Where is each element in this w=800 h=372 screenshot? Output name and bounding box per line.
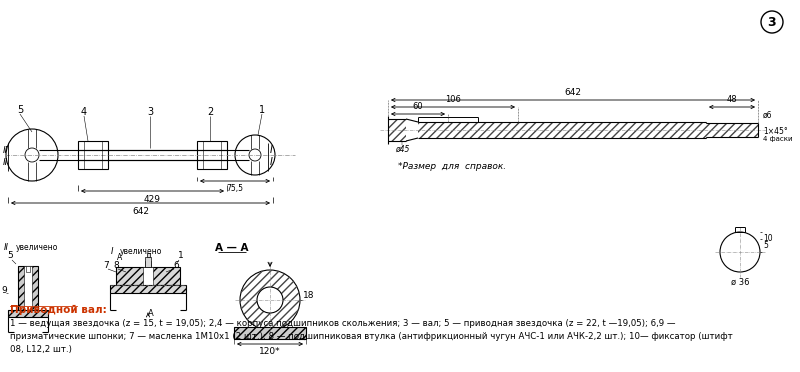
Text: 1 — ведущая звездочка (z = 15, t = 19,05); 2,4 — корпуса подшипников скольжения;: 1 — ведущая звездочка (z = 15, t = 19,05… bbox=[10, 319, 675, 328]
Text: 08, L12,2 шт.): 08, L12,2 шт.) bbox=[10, 345, 72, 354]
Bar bbox=[110, 285, 186, 293]
Text: 4 фаски: 4 фаски bbox=[763, 136, 793, 142]
Text: 2: 2 bbox=[207, 107, 213, 117]
Bar bbox=[143, 267, 153, 285]
Text: I: I bbox=[270, 145, 273, 155]
Text: 60: 60 bbox=[413, 102, 423, 111]
Text: ø45: ø45 bbox=[395, 145, 409, 154]
Bar bbox=[8, 310, 48, 317]
Text: *Размер  для  справок.: *Размер для справок. bbox=[398, 162, 506, 171]
Text: 429: 429 bbox=[144, 195, 161, 204]
Text: II: II bbox=[3, 146, 8, 155]
Text: 1×45°: 1×45° bbox=[763, 128, 788, 137]
Bar bbox=[418, 122, 706, 138]
Bar bbox=[706, 123, 758, 137]
Text: 48: 48 bbox=[726, 95, 738, 104]
Text: 9: 9 bbox=[1, 286, 7, 295]
Bar bbox=[18, 266, 38, 310]
Text: 3: 3 bbox=[147, 107, 153, 117]
Bar bbox=[145, 261, 151, 267]
Text: II: II bbox=[3, 158, 8, 167]
Text: 10: 10 bbox=[763, 234, 773, 243]
Text: 18: 18 bbox=[303, 291, 314, 300]
Text: 642: 642 bbox=[132, 207, 149, 216]
Text: увеличено: увеличено bbox=[16, 243, 58, 252]
Bar bbox=[24, 266, 32, 310]
Text: призматические шпонки; 7 — масленка 1М10х1 (2 шт.); 8 — подшипниковая втулка (ан: призматические шпонки; 7 — масленка 1М10… bbox=[10, 332, 733, 341]
Bar bbox=[234, 327, 306, 339]
Bar bbox=[388, 119, 406, 141]
Text: 5: 5 bbox=[17, 105, 23, 115]
Bar bbox=[197, 141, 227, 169]
Text: I: I bbox=[110, 247, 114, 256]
Text: 7: 7 bbox=[103, 261, 109, 270]
Text: 5: 5 bbox=[7, 251, 13, 260]
Bar bbox=[78, 141, 108, 169]
Text: 1: 1 bbox=[259, 105, 265, 115]
Text: 642: 642 bbox=[565, 88, 582, 97]
Text: A: A bbox=[118, 253, 122, 262]
Text: 5: 5 bbox=[763, 241, 768, 250]
Text: A: A bbox=[148, 309, 154, 318]
Bar bbox=[146, 253, 150, 257]
Text: 3: 3 bbox=[768, 16, 776, 29]
Text: 6: 6 bbox=[173, 261, 179, 270]
Bar bbox=[26, 266, 30, 272]
Text: II: II bbox=[3, 243, 9, 252]
Text: 8: 8 bbox=[113, 261, 119, 270]
Text: I: I bbox=[270, 157, 273, 167]
Text: Приводной вал:: Приводной вал: bbox=[10, 305, 106, 315]
Bar bbox=[116, 267, 180, 285]
Text: А — А: А — А bbox=[215, 243, 249, 253]
Text: 106: 106 bbox=[445, 95, 461, 104]
Text: 1: 1 bbox=[178, 251, 184, 260]
Bar bbox=[145, 257, 151, 267]
Text: 120*: 120* bbox=[259, 347, 281, 356]
Text: ø 36: ø 36 bbox=[730, 278, 750, 287]
Text: 75,5: 75,5 bbox=[226, 184, 243, 193]
Text: ø6: ø6 bbox=[763, 111, 773, 120]
Text: 4: 4 bbox=[81, 107, 87, 117]
Text: увеличено: увеличено bbox=[120, 247, 162, 256]
